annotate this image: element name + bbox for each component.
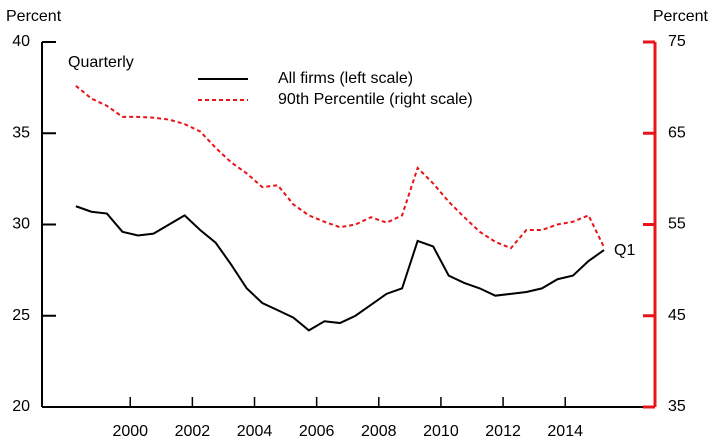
y2-tick-label: 65	[668, 124, 686, 141]
legend-label: All firms (left scale)	[278, 70, 413, 87]
y-tick-label: 40	[12, 33, 30, 50]
y-tick-label: 25	[12, 307, 30, 324]
annotation: Quarterly	[68, 54, 134, 71]
x-tick-label: 2014	[547, 423, 583, 440]
x-tick-label: 2010	[423, 423, 459, 440]
y-tick-label: 30	[12, 216, 30, 233]
x-tick-label: 2000	[112, 423, 148, 440]
left-axis-label: Percent	[6, 8, 62, 25]
y-tick-label: 20	[12, 398, 30, 415]
y2-tick-label: 35	[668, 398, 686, 415]
x-tick-label: 2002	[175, 423, 211, 440]
x-tick-label: 2004	[237, 423, 273, 440]
legend-label: 90th Percentile (right scale)	[278, 91, 473, 108]
y-tick-label: 35	[12, 124, 30, 141]
data-line	[75, 85, 605, 250]
y2-tick-label: 75	[668, 33, 686, 50]
x-tick-label: 2012	[485, 423, 521, 440]
annotation: Q1	[614, 242, 635, 259]
y2-tick-label: 45	[668, 307, 686, 324]
right-axis-label: Percent	[653, 8, 709, 25]
data-line	[75, 205, 605, 332]
x-tick-label: 2008	[361, 423, 397, 440]
x-tick-label: 2006	[299, 423, 335, 440]
y2-tick-label: 55	[668, 216, 686, 233]
